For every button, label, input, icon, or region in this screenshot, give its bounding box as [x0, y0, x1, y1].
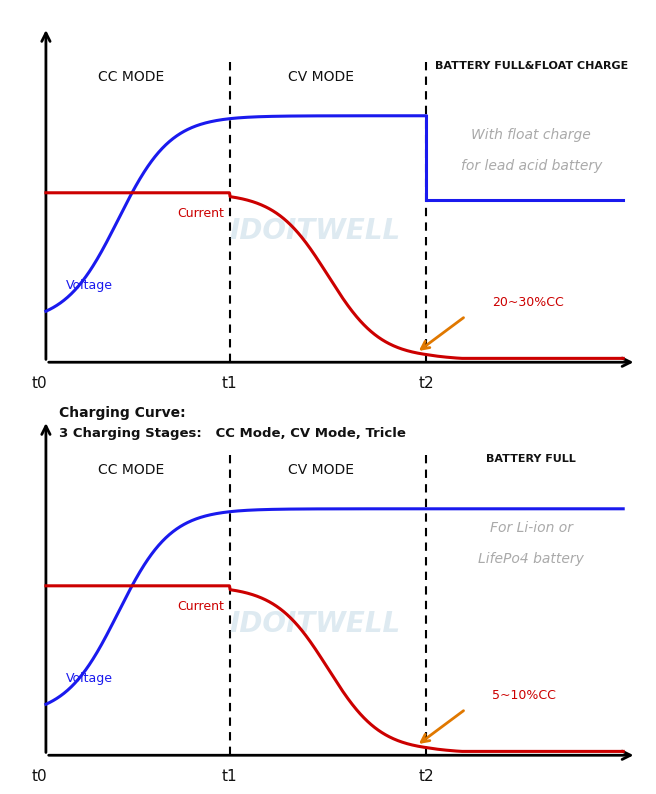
Text: IDOITWELL: IDOITWELL: [230, 218, 400, 245]
Text: BATTERY FULL&FLOAT CHARGE: BATTERY FULL&FLOAT CHARGE: [435, 60, 628, 71]
Text: CC MODE: CC MODE: [98, 463, 164, 477]
Text: t0: t0: [31, 769, 47, 784]
Text: Voltage: Voltage: [66, 672, 113, 684]
Text: Current: Current: [177, 207, 224, 221]
Text: for lead acid battery: for lead acid battery: [461, 159, 602, 173]
Text: LifePo4 battery: LifePo4 battery: [478, 552, 584, 566]
Text: t1: t1: [222, 376, 237, 391]
Text: BATTERY FULL: BATTERY FULL: [487, 453, 576, 464]
Text: IDOITWELL: IDOITWELL: [230, 611, 400, 638]
Text: 20~30%CC: 20~30%CC: [492, 296, 564, 309]
Text: t1: t1: [222, 769, 237, 784]
Text: Charging Curve:: Charging Curve:: [59, 406, 186, 419]
Text: CV MODE: CV MODE: [289, 463, 354, 477]
Text: Current: Current: [177, 600, 224, 614]
Text: t2: t2: [419, 769, 434, 784]
Text: t0: t0: [31, 376, 47, 391]
Text: 3 Charging Stages:   CC Mode, CV Mode, Tricle: 3 Charging Stages: CC Mode, CV Mode, Tri…: [59, 427, 406, 440]
Text: 5~10%CC: 5~10%CC: [492, 689, 556, 702]
Text: With float charge: With float charge: [472, 128, 591, 142]
Text: For Li-ion or: For Li-ion or: [490, 521, 573, 535]
Text: CC MODE: CC MODE: [98, 70, 164, 84]
Text: t2: t2: [419, 376, 434, 391]
Text: CV MODE: CV MODE: [289, 70, 354, 84]
Text: Voltage: Voltage: [66, 279, 113, 291]
